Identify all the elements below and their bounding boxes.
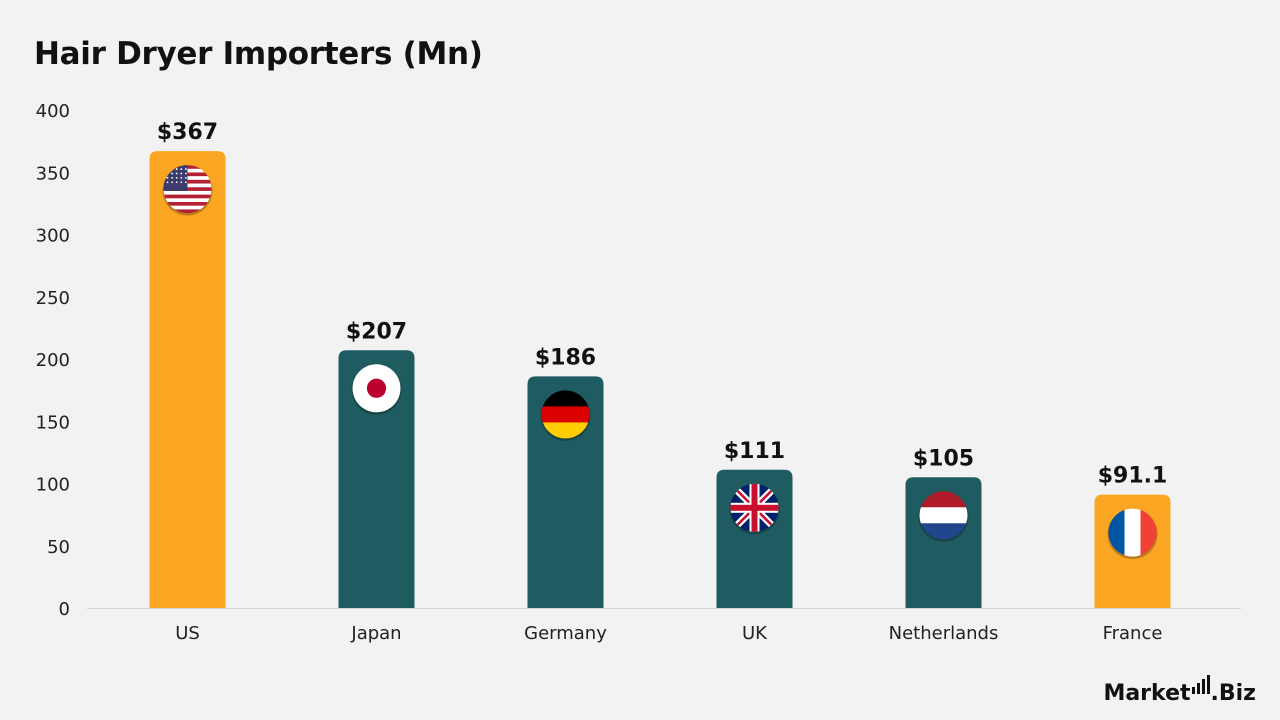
value-label: $367 [157, 120, 218, 145]
value-label: $207 [346, 319, 407, 344]
value-label: $111 [724, 439, 785, 464]
y-tick-label: 50 [47, 537, 70, 558]
germany-flag-icon [540, 390, 591, 441]
brand-logo: Market .Biz [1103, 675, 1256, 706]
y-tick-label: 150 [36, 412, 70, 433]
y-tick-label: 250 [36, 288, 70, 309]
netherlands-flag-icon [918, 491, 969, 542]
x-tick-label: US [175, 623, 200, 644]
brand-name-suffix: .Biz [1210, 681, 1256, 706]
bar-germany [527, 376, 604, 608]
y-tick-label: 350 [36, 163, 70, 184]
x-tick-label: UK [742, 623, 768, 644]
y-tick-label: 200 [36, 350, 70, 371]
bars-group: $367 $207 $186 $111 $105 $91.1 [149, 120, 1171, 608]
uk-flag-icon [729, 483, 780, 535]
x-tick-label: Germany [524, 623, 607, 644]
chart-title: Hair Dryer Importers (Mn) [34, 36, 483, 72]
x-tick-label: Japan [350, 623, 401, 644]
bar-japan [338, 350, 415, 608]
x-tick-label: France [1103, 623, 1163, 644]
y-tick-label: 100 [36, 475, 70, 496]
brand-name-main: Market [1103, 681, 1191, 706]
bar-us [149, 151, 226, 608]
x-axis: US Japan Germany UK Netherlands France [175, 623, 1162, 644]
y-tick-label: 0 [59, 599, 70, 620]
y-axis: 0 50 100 150 200 250 300 350 400 [36, 101, 70, 620]
japan-flag-icon [351, 364, 402, 415]
value-label: $91.1 [1098, 464, 1168, 489]
value-label: $186 [535, 345, 596, 370]
y-tick-label: 400 [36, 101, 70, 122]
brand-bars-icon [1191, 675, 1210, 694]
y-tick-label: 300 [36, 226, 70, 247]
france-flag-icon [1107, 508, 1158, 560]
value-label: $105 [913, 446, 974, 471]
x-tick-label: Netherlands [889, 623, 999, 644]
